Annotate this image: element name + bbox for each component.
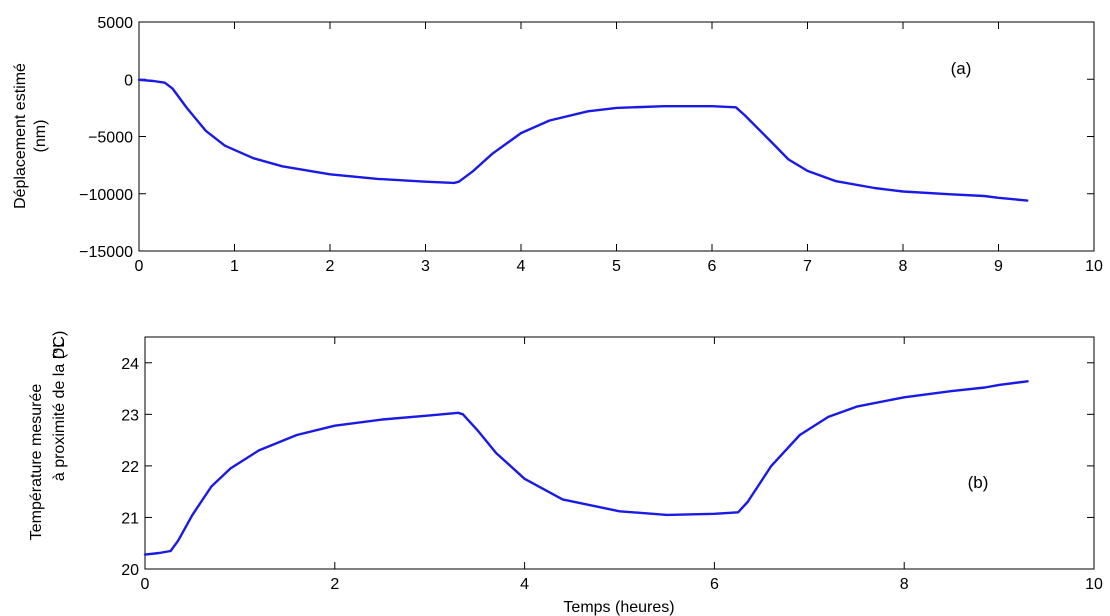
x-tick-label: 4 — [520, 576, 529, 593]
x-tick-label: 8 — [900, 576, 909, 593]
y-tick-label: 20 — [121, 562, 139, 579]
y-ticks: 20 21 22 23 24 — [121, 356, 1094, 579]
x-tick-label: 0 — [141, 576, 150, 593]
x-tick-label: 10 — [1085, 258, 1103, 275]
x-tick-label: 3 — [421, 258, 430, 275]
x-tick-label: 2 — [326, 258, 335, 275]
x-ticks: 0 2 4 6 8 10 — [141, 337, 1103, 593]
y-tick-label: −10000 — [79, 187, 133, 204]
y-ticks: −15000 −10000 −5000 0 5000 — [79, 15, 1094, 261]
y-axis-label-line2: à proximité de la DL — [51, 339, 68, 481]
x-tick-label: 7 — [803, 258, 812, 275]
y-tick-label: −5000 — [88, 130, 133, 147]
y-axis-label-line2: (nm) — [32, 120, 49, 153]
y-tick-label: 0 — [124, 72, 133, 89]
y-axis-label-line1: Déplacement estimé — [12, 63, 29, 209]
panel-annotation: (b) — [968, 473, 989, 492]
y-tick-label: 5000 — [97, 15, 133, 32]
x-tick-label: 0 — [135, 258, 144, 275]
x-tick-label: 6 — [710, 576, 719, 593]
panel-annotation: (a) — [951, 59, 972, 78]
y-tick-label: 22 — [121, 459, 139, 476]
x-tick-label: 2 — [330, 576, 339, 593]
axes-frame — [138, 21, 1095, 252]
x-tick-label: 8 — [899, 258, 908, 275]
x-tick-label: 4 — [517, 258, 526, 275]
y-tick-label: 24 — [121, 356, 139, 373]
x-tick-label: 5 — [612, 258, 621, 275]
x-axis-label: Temps (heures) — [563, 599, 674, 616]
x-ticks: 0 1 2 3 4 5 6 7 8 9 10 — [135, 22, 1103, 275]
y-tick-label: 23 — [121, 407, 139, 424]
y-axis-label-line1: Température mesurée — [28, 384, 45, 541]
y-axis-label-unit: (°C) — [51, 331, 68, 360]
x-tick-label: 10 — [1085, 576, 1103, 593]
axes-frame — [144, 336, 1095, 570]
series-line — [137, 78, 1029, 202]
x-tick-label: 9 — [994, 258, 1003, 275]
series-line — [143, 380, 1029, 556]
x-tick-label: 1 — [230, 258, 239, 275]
x-tick-label: 6 — [708, 258, 717, 275]
y-tick-label: 21 — [121, 510, 139, 527]
y-tick-label: −15000 — [79, 244, 133, 261]
